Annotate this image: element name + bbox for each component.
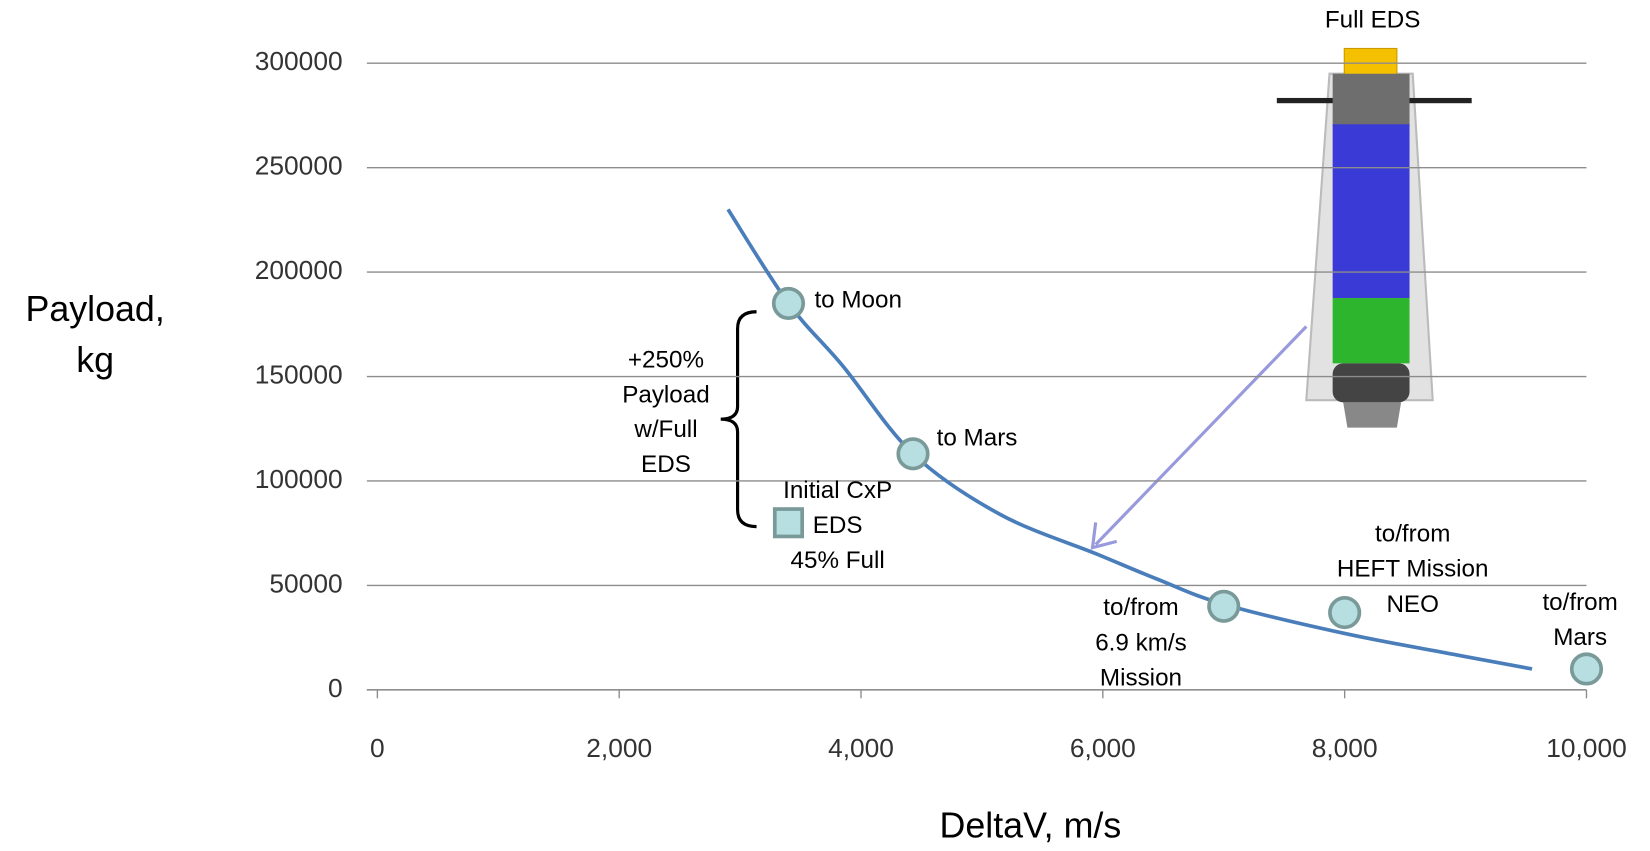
rocket-label: Full EDS — [1325, 6, 1421, 33]
rocket-top — [1332, 73, 1410, 127]
point-label: 6.9 km/s — [1095, 629, 1187, 656]
square-label: 45% Full — [791, 547, 885, 574]
x-axis-title: DeltaV, m/s — [940, 805, 1122, 845]
arrow — [1090, 325, 1308, 550]
data-point — [1328, 595, 1362, 630]
rocket-illustration: Full EDS — [1276, 6, 1472, 428]
y-tick-label: 100000 — [255, 464, 343, 494]
brace-label: w/Full — [633, 416, 697, 443]
y-axis-title: Payload, — [25, 289, 164, 329]
point-label: to Mars — [937, 425, 1018, 452]
x-tick-label: 2,000 — [586, 733, 652, 763]
brace-label: Payload — [622, 381, 710, 408]
point-label: to Moon — [814, 287, 902, 314]
rocket-green-tank — [1332, 298, 1410, 364]
brace — [720, 310, 757, 529]
point-label: NEO — [1386, 591, 1438, 618]
square-label: Initial CxP — [783, 477, 892, 504]
data-point — [1207, 589, 1241, 623]
y-axis-title: kg — [76, 340, 114, 380]
point-label: to/from — [1542, 589, 1617, 616]
point-label: to/from — [1375, 520, 1450, 547]
rocket-cap — [1343, 47, 1398, 77]
rocket-nozzles — [1343, 402, 1402, 428]
y-tick-label: 250000 — [255, 151, 343, 181]
y-tick-label: 200000 — [255, 255, 343, 285]
x-tick-label: 6,000 — [1070, 733, 1136, 763]
x-tick-label: 8,000 — [1312, 733, 1378, 763]
rocket-engine — [1332, 363, 1410, 403]
point-label: Mission — [1100, 665, 1182, 692]
series-line — [726, 208, 1533, 671]
y-tick-label: 150000 — [255, 359, 343, 389]
y-tick-label: 50000 — [269, 568, 342, 598]
x-tick-label: 10,000 — [1546, 733, 1627, 763]
rocket-blue-tank — [1332, 124, 1410, 299]
y-tick-label: 0 — [328, 673, 343, 703]
arrow-head — [1090, 522, 1118, 550]
data-point-square — [772, 507, 805, 539]
point-label: to/from — [1103, 594, 1178, 621]
point-label: Mars — [1553, 624, 1607, 651]
data-point — [771, 286, 806, 321]
brace-label: EDS — [641, 451, 691, 478]
square-label: EDS — [813, 512, 863, 539]
brace-label: +250% — [628, 347, 704, 374]
data-point — [1569, 652, 1604, 686]
x-tick-label: 4,000 — [828, 733, 894, 763]
data-point — [896, 437, 930, 471]
arrow-line — [1094, 325, 1308, 546]
x-tick-label: 0 — [370, 733, 385, 763]
point-label: HEFT Mission — [1337, 556, 1489, 583]
y-tick-label: 300000 — [255, 46, 343, 76]
